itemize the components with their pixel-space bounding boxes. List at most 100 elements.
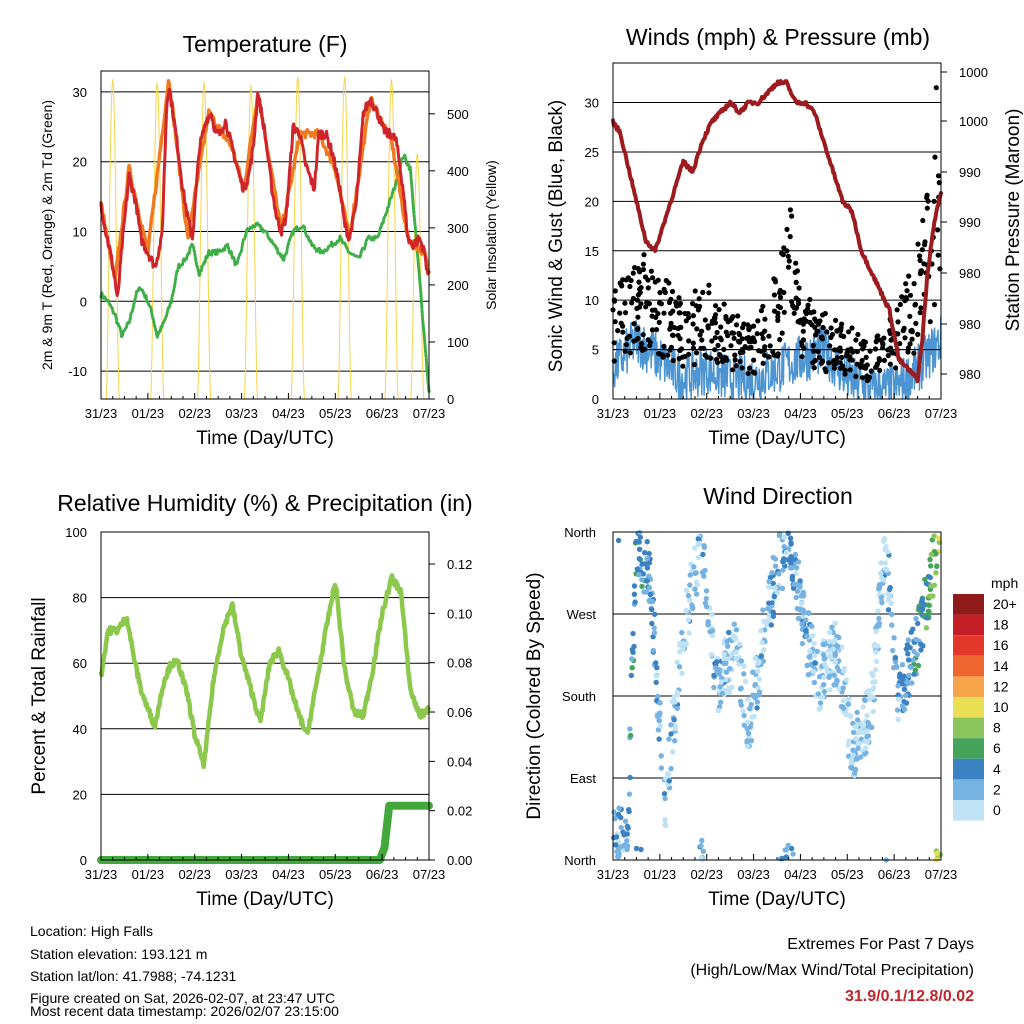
wind-direction-point (723, 676, 729, 683)
wind-direction-point (626, 791, 633, 797)
gust-point (737, 350, 744, 356)
extremes-values: 31.9/0.1/12.8/0.02 (845, 988, 974, 1005)
wind-direction-point (925, 602, 932, 608)
gust-point (640, 261, 647, 267)
gust-point (670, 357, 676, 364)
gust-point (716, 307, 722, 313)
gust-point (777, 290, 783, 296)
rh-x-tick-label: 03/23 (225, 867, 258, 882)
wind-direction-point (787, 565, 794, 571)
wind-direction-point (750, 669, 756, 675)
gust-point (907, 341, 913, 347)
gust-point (920, 217, 926, 224)
wind-direction-point (882, 560, 888, 566)
solar-insolation-line (290, 76, 305, 400)
wind-y-axis-label-left: Sonic Wind & Gust (Blue, Black) (546, 100, 567, 372)
wind-direction-point (875, 608, 881, 614)
footer-location: Location: High Falls (30, 923, 153, 939)
gust-point (784, 248, 790, 254)
wind-direction-point (701, 568, 707, 575)
wind-direction-point (892, 655, 899, 661)
wind-direction-point (685, 617, 692, 623)
gust-point (858, 361, 864, 367)
wind-direction-point (712, 660, 718, 667)
wind-direction-point (668, 765, 674, 772)
gust-point (925, 198, 931, 204)
wind-direction-point (656, 718, 662, 724)
gust-point (819, 359, 826, 365)
wind-direction-point (651, 630, 658, 636)
gust-point (627, 350, 633, 356)
gust-point (847, 367, 853, 373)
gust-point (630, 295, 637, 302)
wind-direction-point (723, 669, 730, 675)
gust-point (723, 329, 729, 335)
gust-point (789, 299, 795, 305)
wind-direction-point (793, 594, 799, 601)
gust-point (652, 279, 658, 285)
wind-direction-point (781, 544, 787, 550)
wind-direction-point (832, 659, 838, 665)
wind-direction-point (780, 558, 786, 565)
rh-y-tick-label: 100 (65, 525, 87, 540)
wind-direction-point (646, 550, 652, 557)
gust-point (831, 361, 837, 367)
wind-direction-point (745, 730, 752, 736)
gust-point (730, 367, 736, 373)
wind-direction-point (741, 712, 747, 719)
gust-point (793, 260, 799, 266)
wind-direction-point (693, 579, 700, 585)
gust-point (702, 352, 708, 358)
wind-direction-point (754, 705, 760, 711)
gust-point (640, 266, 647, 273)
gust-point (791, 310, 797, 316)
wind-direction-point (857, 754, 864, 760)
wind-direction-point (770, 580, 776, 586)
legend-swatch (953, 655, 984, 677)
wind-direction-point (828, 655, 834, 661)
rh-x-tick-label: 04/23 (272, 867, 305, 882)
gust-point (643, 304, 649, 310)
gust-point (612, 288, 618, 294)
wind-direction-point (721, 651, 727, 658)
wind-y-tick-label: 20 (585, 194, 599, 209)
wind-direction-point (709, 611, 715, 618)
wind-direction-point (679, 629, 685, 636)
gust-point (686, 314, 692, 320)
gust-point (787, 234, 793, 240)
legend-label: 2 (993, 781, 1001, 797)
wind-direction-point (800, 593, 807, 599)
wind-direction-point (687, 572, 693, 578)
gust-point (849, 325, 855, 331)
wind-direction-point (686, 630, 692, 636)
wind-direction-point (850, 747, 856, 753)
gust-point (612, 319, 618, 325)
wind-direction-point (741, 722, 747, 728)
wind-direction-point (755, 668, 761, 675)
gust-point (931, 198, 937, 204)
wind-direction-point (925, 608, 932, 614)
gust-point (932, 154, 938, 160)
wind-direction-point (783, 847, 789, 853)
gust-point (754, 331, 760, 337)
wind-direction-point (805, 672, 812, 678)
gust-point (732, 357, 738, 363)
gust-point (637, 269, 643, 275)
footer-recent: Most recent data timestamp: 2026/02/07 2… (30, 1003, 339, 1019)
wind-direction-point (915, 662, 922, 669)
gust-point (729, 330, 735, 336)
wind-direction-point (873, 658, 880, 665)
wind-direction-point (919, 606, 926, 613)
wind-direction-point (756, 676, 762, 682)
wind-direction-point (691, 564, 697, 570)
gust-point (881, 357, 888, 363)
legend-label: 10 (993, 699, 1009, 715)
wind-direction-point (632, 599, 638, 605)
wind-direction-point (671, 694, 677, 700)
gust-point (677, 324, 683, 330)
wind-direction-point (711, 684, 717, 691)
wind-direction-point (744, 739, 750, 745)
wind-direction-point (834, 643, 841, 649)
gust-point (792, 269, 798, 275)
gust-point (762, 344, 768, 350)
